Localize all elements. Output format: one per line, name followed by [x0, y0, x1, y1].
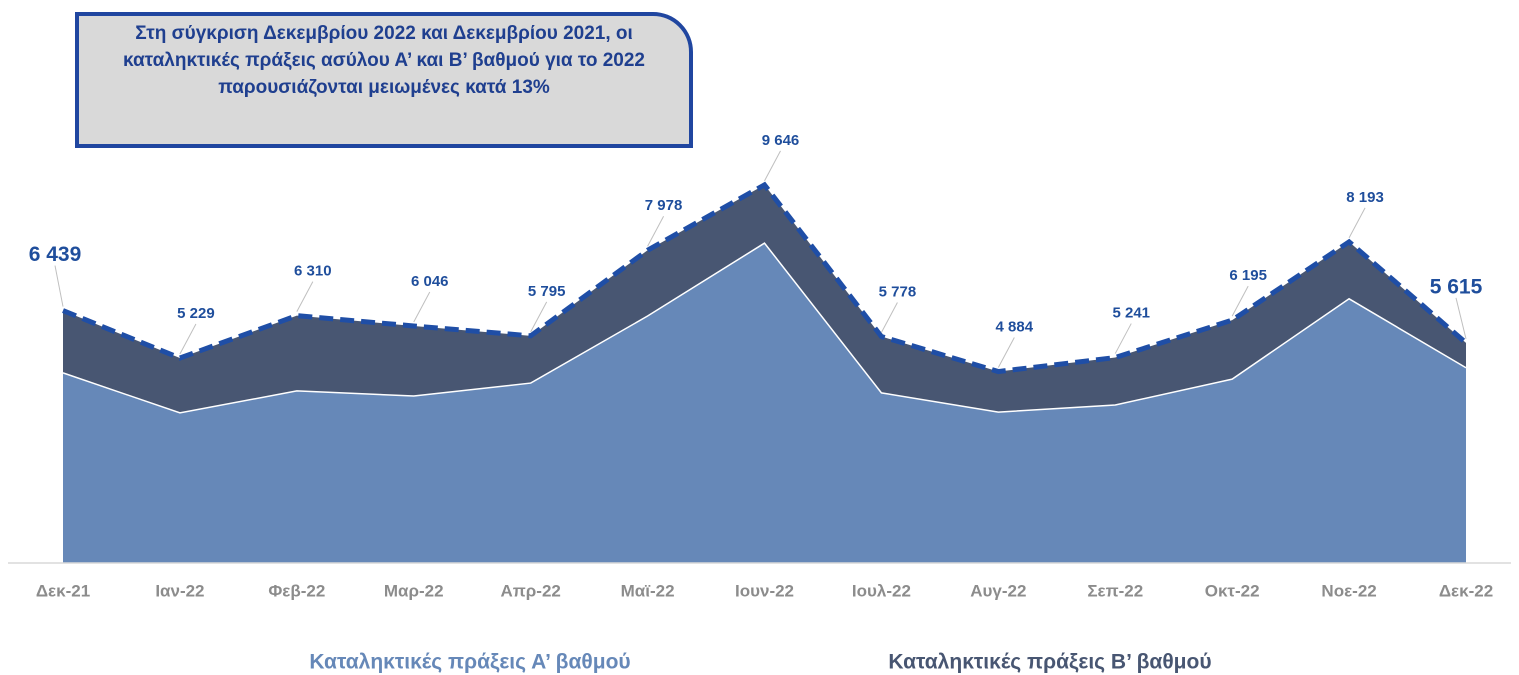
- leader-line: [880, 302, 898, 333]
- leader-line: [296, 281, 314, 312]
- data-label: 5 778: [879, 283, 917, 300]
- data-label: 4 884: [996, 319, 1034, 336]
- x-tick-label: Δεκ-22: [1439, 581, 1493, 600]
- leader-line: [413, 291, 431, 323]
- data-label: 7 978: [645, 197, 683, 214]
- area-edge: [62, 242, 1467, 414]
- x-tick-label: Μαρ-22: [384, 581, 444, 600]
- x-tick-label: Αυγ-22: [970, 581, 1026, 600]
- leader-line: [647, 216, 665, 247]
- leader-line: [530, 301, 548, 333]
- x-tick-label: Σεπ-22: [1087, 581, 1143, 600]
- annotation: Στη σύγκριση Δεκεμβρίου 2022 και Δεκεμβρ…: [75, 12, 693, 148]
- total-line: [62, 181, 1468, 375]
- x-tick-label: Ιουλ-22: [852, 581, 911, 600]
- leader-line: [179, 323, 197, 355]
- leader-line: [1455, 297, 1467, 340]
- data-label: 5 229: [177, 305, 215, 322]
- area: [63, 184, 1466, 413]
- x-tick-label: Οκτ-22: [1205, 581, 1260, 600]
- legend-label: Καταληκτικές πράξεις Α’ βαθμού: [309, 651, 630, 674]
- x-tick-label: Μαϊ-22: [621, 581, 675, 600]
- data-label: 5 795: [528, 283, 566, 300]
- leader-line: [764, 150, 781, 182]
- data-label: 5 241: [1112, 305, 1150, 322]
- leader-line: [1231, 285, 1249, 317]
- x-tick-label: Ιουν-22: [735, 581, 794, 600]
- data-label: 6 310: [294, 263, 332, 280]
- data-label: 9 646: [762, 132, 800, 149]
- x-tick-label: Δεκ-21: [36, 581, 90, 600]
- x-tick-label: Απρ-22: [500, 581, 560, 600]
- leader-line: [997, 337, 1015, 368]
- legend-label: Καταληκτικές πράξεις Β’ βαθμού: [888, 651, 1211, 674]
- leader-line: [54, 265, 64, 307]
- data-label: 8 193: [1346, 189, 1384, 206]
- x-tick-label: Νοε-22: [1321, 581, 1376, 600]
- data-label: 6 439: [29, 243, 82, 266]
- x-tick-label: Ιαν-22: [155, 581, 204, 600]
- leader-line: [1114, 323, 1132, 354]
- leader-line: [1348, 207, 1366, 239]
- data-label: 6 195: [1229, 267, 1267, 284]
- data-label: 5 615: [1430, 275, 1483, 298]
- x-tick-label: Φεβ-22: [268, 581, 325, 600]
- area: [63, 243, 1466, 564]
- data-label: 6 046: [411, 273, 449, 290]
